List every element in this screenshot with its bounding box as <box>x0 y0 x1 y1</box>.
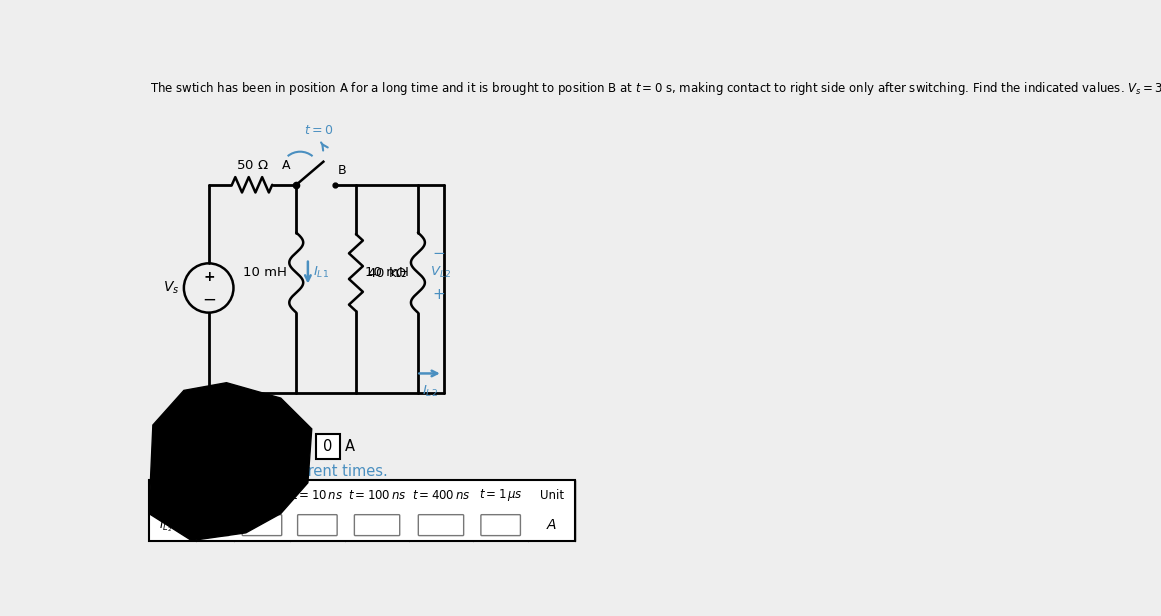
Text: $-$: $-$ <box>432 243 445 259</box>
Text: $t = 0$: $t = 0$ <box>304 124 333 137</box>
Text: 0: 0 <box>323 439 333 454</box>
Text: 50 $\Omega$: 50 $\Omega$ <box>236 159 268 172</box>
Text: $+$: $+$ <box>432 286 445 302</box>
Text: $I_{L1}$: $I_{L1}$ <box>313 265 330 280</box>
Text: $I_{L_2}(t)$: $I_{L_2}(t)$ <box>159 516 186 534</box>
Text: $t = 100\,ns$: $t = 100\,ns$ <box>347 488 406 501</box>
Text: −: − <box>202 291 216 309</box>
FancyBboxPatch shape <box>201 515 229 535</box>
FancyBboxPatch shape <box>354 515 399 535</box>
FancyBboxPatch shape <box>297 515 337 535</box>
Text: $t = 10\,ns$: $t = 10\,ns$ <box>291 488 342 501</box>
FancyBboxPatch shape <box>317 434 340 459</box>
Text: (f) The values at different times.: (f) The values at different times. <box>150 464 388 479</box>
FancyBboxPatch shape <box>418 515 463 535</box>
Text: A: A <box>345 439 355 454</box>
Text: +: + <box>203 270 215 284</box>
Text: $V_{L2}$: $V_{L2}$ <box>431 265 452 280</box>
Text: B: B <box>338 164 347 177</box>
Text: $t = 400\,ns$: $t = 400\,ns$ <box>412 488 470 501</box>
Text: A: A <box>282 160 290 172</box>
Text: $t = 0$: $t = 0$ <box>201 488 229 501</box>
Text: $V_s$: $V_s$ <box>164 280 180 296</box>
Text: The swtich has been in position A for a long time and it is brought to position : The swtich has been in position A for a … <box>150 80 1161 97</box>
Text: Unit: Unit <box>540 488 564 501</box>
FancyBboxPatch shape <box>481 515 520 535</box>
Text: 10 mH: 10 mH <box>365 266 409 279</box>
Text: (e) $I_{L_2}(+\infty) = $: (e) $I_{L_2}(+\infty) = $ <box>150 436 241 457</box>
Text: $t = 1\,\mu s$: $t = 1\,\mu s$ <box>478 487 522 503</box>
Polygon shape <box>149 383 312 541</box>
Bar <box>149 480 575 541</box>
Text: $t = 1\,ns$: $t = 1\,ns$ <box>240 488 283 501</box>
Text: 10 mH: 10 mH <box>243 266 287 279</box>
FancyBboxPatch shape <box>243 515 282 535</box>
Text: A: A <box>547 518 556 532</box>
Text: $I_{L2}$: $I_{L2}$ <box>421 384 438 399</box>
Text: 40 k$\Omega$: 40 k$\Omega$ <box>367 265 408 280</box>
